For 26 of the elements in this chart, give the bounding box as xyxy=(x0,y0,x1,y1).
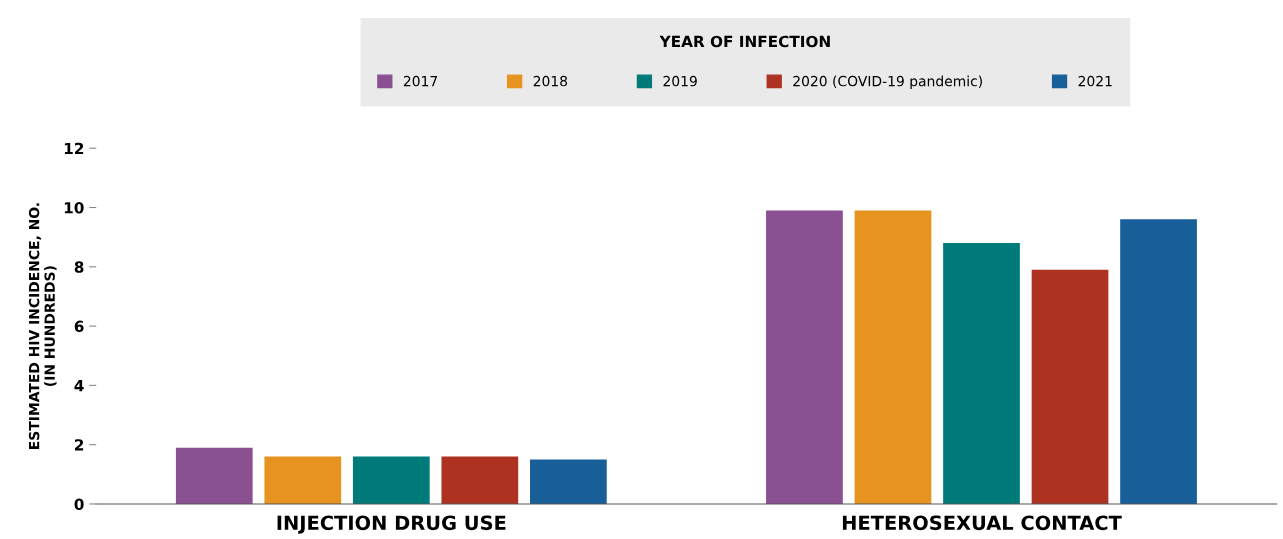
legend-title: YEAR OF INFECTION xyxy=(659,35,830,48)
bar xyxy=(943,243,1020,504)
bar xyxy=(441,456,519,504)
bar xyxy=(1031,269,1109,504)
y-tick-label: 4 xyxy=(74,380,84,392)
bar xyxy=(530,459,607,504)
y-tick-label: 6 xyxy=(74,320,84,333)
y-tick-label: 0 xyxy=(74,498,84,510)
y-tick-label: 8 xyxy=(74,261,84,273)
bar xyxy=(352,456,430,504)
bar xyxy=(264,456,342,504)
y-tick-label: 10 xyxy=(64,201,84,214)
bar xyxy=(766,210,843,504)
y-tick-label: 2 xyxy=(75,439,84,451)
legend-label: 2018 xyxy=(533,75,568,87)
x-tick-label: INJECTION DRUG USE xyxy=(277,515,506,534)
legend-label: 2019 xyxy=(663,75,697,87)
bar xyxy=(854,210,932,504)
legend-label: 2020 (COVID-19 pandemic) xyxy=(793,75,982,90)
bar xyxy=(1120,219,1197,504)
bar xyxy=(175,447,253,504)
x-tick-label: HETEROSEXUAL CONTACT xyxy=(842,515,1122,531)
y-tick-label: 12 xyxy=(64,142,84,155)
legend-label: 2021 xyxy=(1078,75,1112,87)
y-axis-title: ESTIMATED HIV INCIDENCE, NO. (IN HUNDREDS) xyxy=(28,203,57,449)
legend-label: 2017 xyxy=(403,75,438,87)
